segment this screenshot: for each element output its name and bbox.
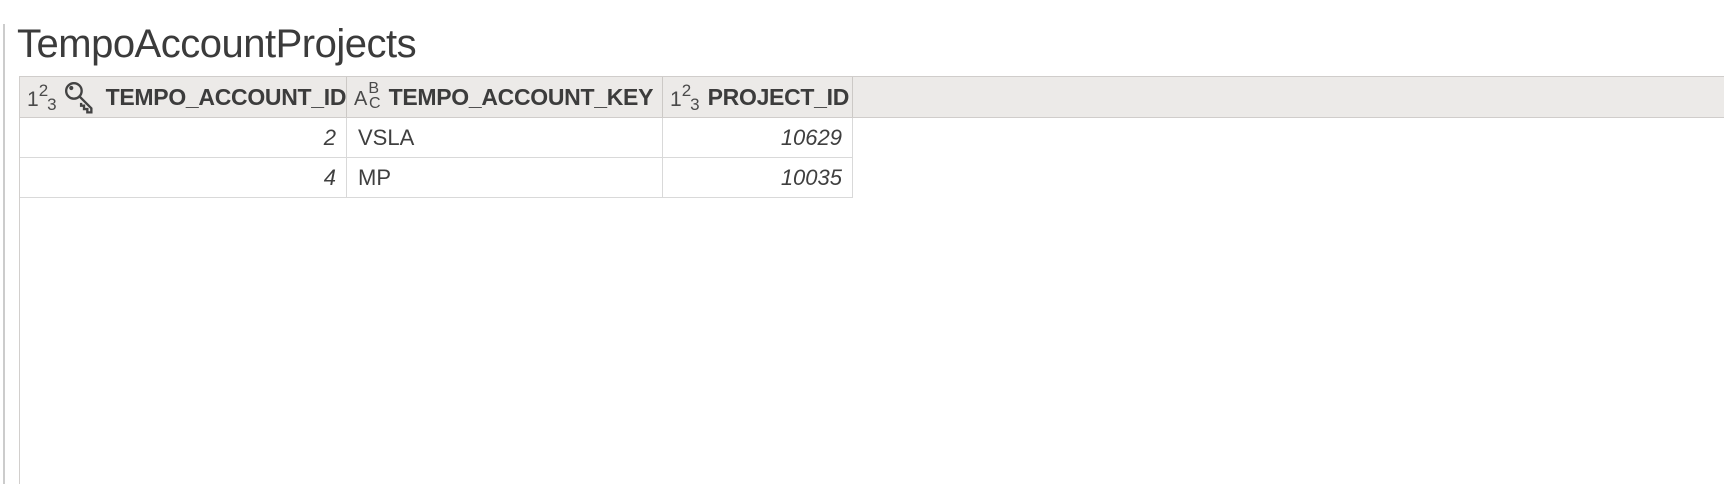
table-row: 2 VSLA 10629 bbox=[20, 118, 853, 158]
cell-tempo-account-key[interactable]: MP bbox=[347, 158, 663, 197]
column-header-label: TEMPO_ACCOUNT_KEY bbox=[388, 83, 654, 110]
primary-key-icon bbox=[62, 79, 98, 115]
column-header-label: PROJECT_ID bbox=[707, 83, 850, 110]
panel-divider bbox=[3, 24, 5, 484]
cell-project-id[interactable]: 10035 bbox=[663, 158, 853, 197]
column-header-label: TEMPO_ACCOUNT_ID bbox=[105, 83, 347, 110]
cell-project-id[interactable]: 10629 bbox=[663, 118, 853, 157]
table-row: 4 MP 10035 bbox=[20, 158, 853, 198]
cell-tempo-account-id[interactable]: 4 bbox=[20, 158, 347, 197]
header-filler bbox=[853, 77, 1724, 117]
cell-tempo-account-id[interactable]: 2 bbox=[20, 118, 347, 157]
cell-tempo-account-key[interactable]: VSLA bbox=[347, 118, 663, 157]
table-title: TempoAccountProjects bbox=[17, 22, 417, 66]
